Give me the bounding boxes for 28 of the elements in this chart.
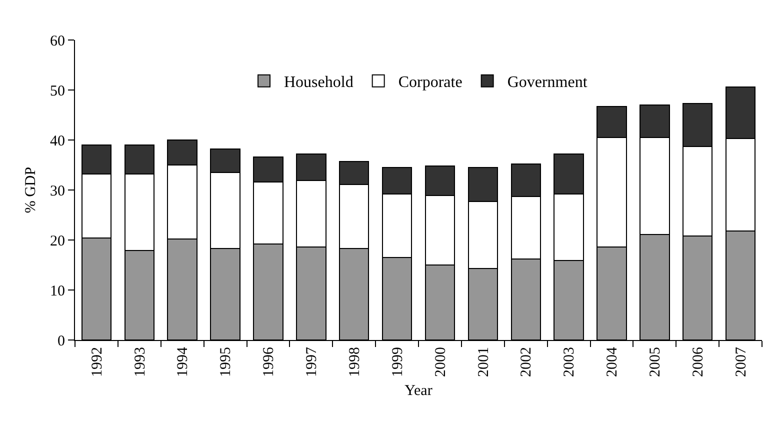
y-tick-label: 20	[50, 233, 65, 250]
y-axis-title: % GDP	[23, 166, 39, 214]
x-tick-label: 2001	[476, 347, 492, 377]
x-tick-label: 1992	[89, 347, 106, 377]
y-tick-label: 60	[50, 33, 65, 50]
legend-label: Government	[507, 74, 588, 92]
x-tick-label: 1996	[261, 346, 278, 377]
x-tick-label: 2000	[432, 347, 449, 377]
y-tick-label: 30	[50, 183, 65, 200]
x-tick-label: 1995	[218, 347, 234, 377]
x-tick-label: 2004	[604, 346, 621, 377]
legend-label: Corporate	[398, 74, 462, 92]
y-tick-label: 0	[58, 333, 65, 350]
x-tick-label: 1999	[390, 347, 406, 377]
legend-label: Household	[284, 74, 354, 92]
x-tick-label: 2005	[648, 347, 664, 377]
x-tick-label: 2003	[562, 347, 578, 377]
x-tick-label: 1994	[175, 346, 192, 377]
x-tick-label: 1997	[304, 346, 320, 377]
x-tick-label: 1998	[346, 347, 363, 377]
x-tick-label: 2006	[690, 346, 706, 377]
y-tick-label: 10	[50, 283, 65, 300]
x-tick-label: 1993	[132, 347, 148, 377]
y-tick-label: 40	[50, 133, 65, 150]
x-tick-label: 2002	[518, 347, 535, 377]
y-tick-label: 50	[50, 83, 65, 100]
x-axis-title: Year	[404, 383, 432, 399]
x-tick-label: 2007	[733, 346, 750, 377]
